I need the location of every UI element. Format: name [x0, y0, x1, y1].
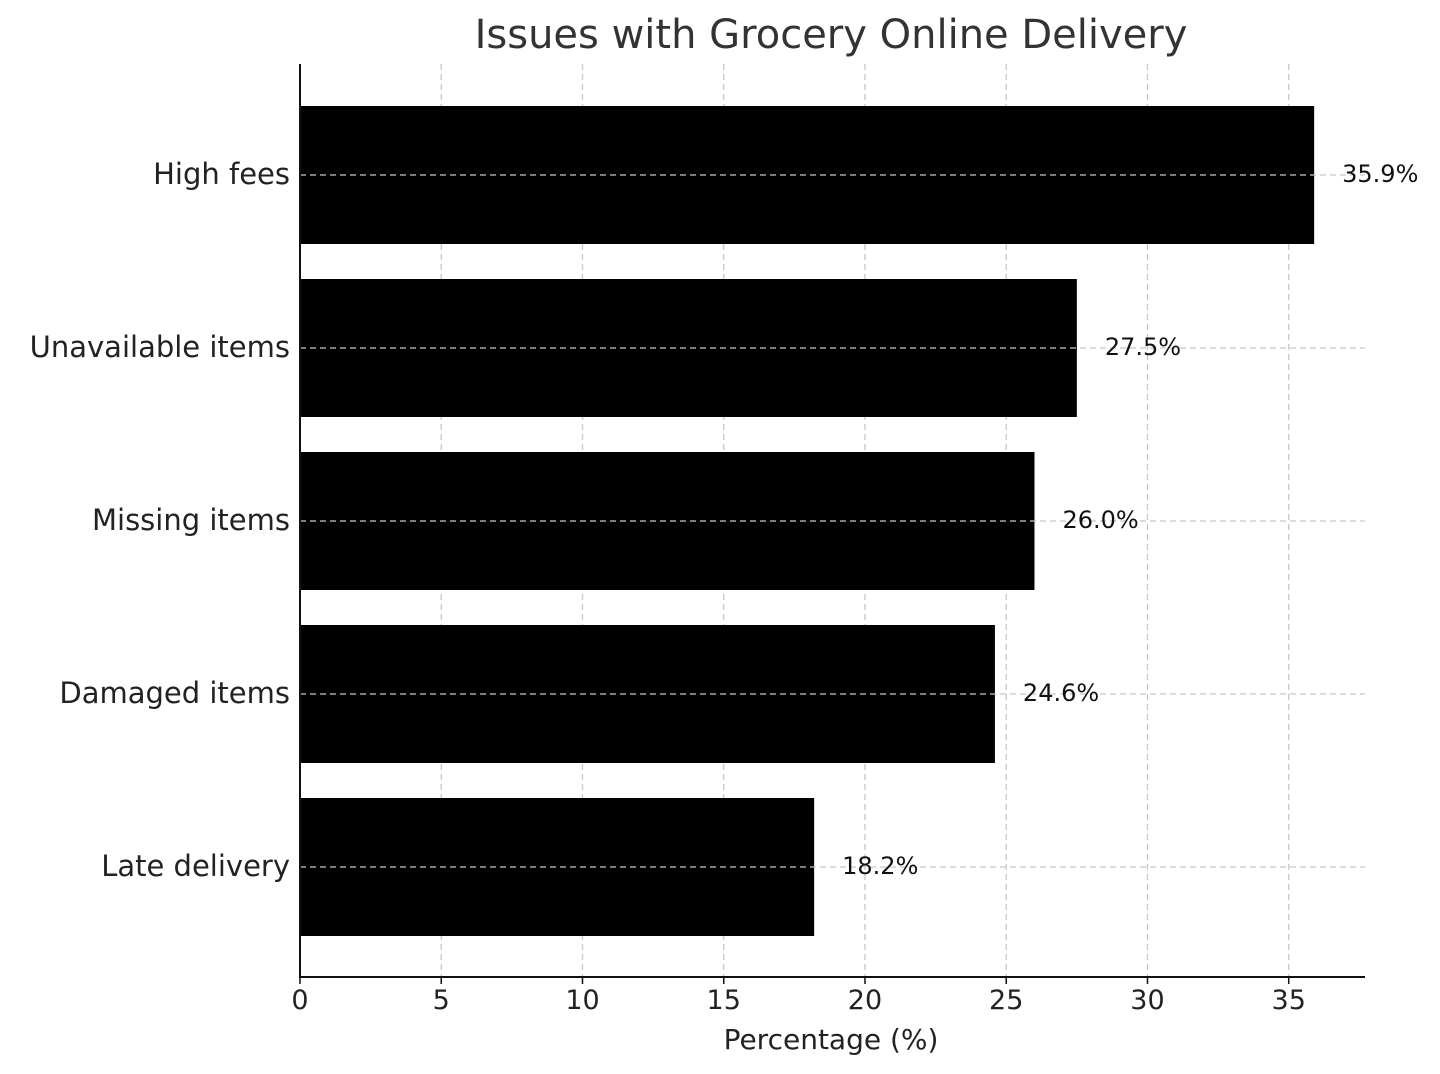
category-grid-layer: [300, 174, 1365, 868]
value-label: 26.0%: [1062, 506, 1138, 534]
category-label: Missing items: [92, 503, 290, 537]
category-labels-layer: High fees Unavailable items Missing items D…: [30, 157, 290, 883]
x-tick-label: 5: [433, 985, 450, 1016]
category-label: Unavailable items: [30, 330, 290, 364]
x-tick-label: 20: [848, 985, 882, 1016]
x-tick-label: 25: [989, 985, 1023, 1016]
x-tick-label: 15: [707, 985, 741, 1016]
x-tick-label: 0: [291, 985, 308, 1016]
value-labels-layer: 35.9% 27.5% 26.0% 24.6% 18.2%: [842, 160, 1418, 880]
value-label: 18.2%: [842, 852, 918, 880]
x-tick-labels-layer: 0 5 10 15 20 25 30 35: [291, 977, 1306, 1016]
chart-title: Issues with Grocery Online Delivery: [475, 12, 1188, 58]
x-tick-label: 30: [1130, 985, 1164, 1016]
value-label: 27.5%: [1105, 333, 1181, 361]
x-axis-title: Percentage (%): [724, 1023, 939, 1056]
bar-late-delivery: [300, 798, 815, 936]
value-label: 35.9%: [1342, 160, 1418, 188]
x-tick-label: 35: [1272, 985, 1306, 1016]
bar-unavailable-items: [300, 279, 1077, 417]
value-label: 24.6%: [1023, 679, 1099, 707]
category-label: High fees: [153, 157, 290, 191]
x-tick-label: 10: [565, 985, 599, 1016]
category-label: Damaged items: [59, 676, 290, 710]
category-label: Late delivery: [101, 849, 290, 883]
